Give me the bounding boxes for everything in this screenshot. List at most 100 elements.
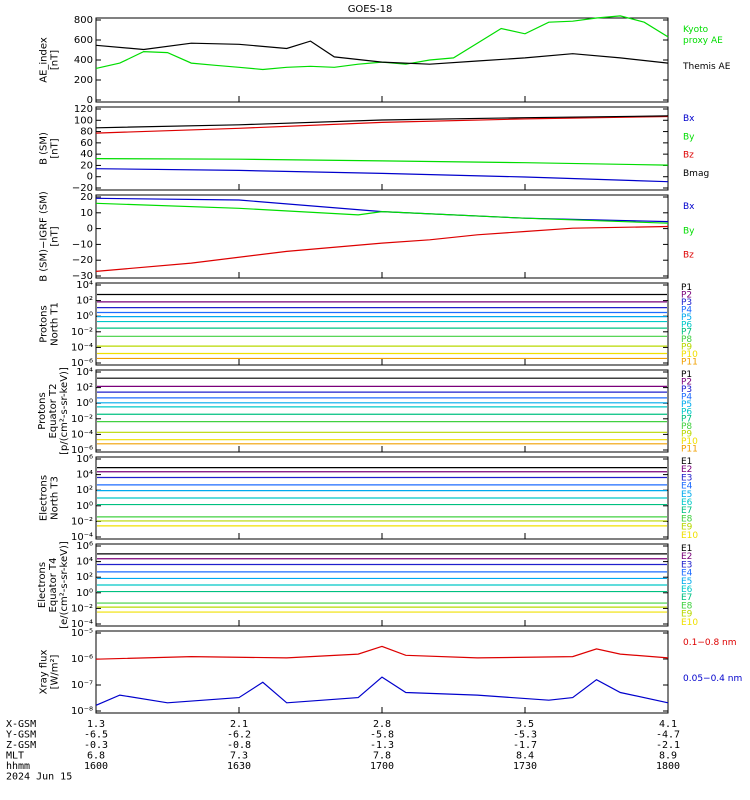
footer-value: 8.4 xyxy=(516,751,534,762)
legend-entry: P2 xyxy=(681,290,692,300)
legend-entry: E3 xyxy=(681,473,692,483)
y-tick-label: 10⁻⁴ xyxy=(71,532,93,543)
y-axis-label: Electrons xyxy=(37,562,48,608)
series-line-Bz xyxy=(95,115,669,134)
series-line-0-05-0-4-nm xyxy=(95,676,669,706)
y-axis-label: North T3 xyxy=(50,476,61,520)
legend-entry: E5 xyxy=(681,490,692,500)
legend-entry: E4 xyxy=(681,569,693,579)
y-axis-label: [p/(cm²-s-sr-keV)] xyxy=(59,367,70,455)
y-axis-label: [nT] xyxy=(50,50,61,70)
y-tick-label: 10⁴ xyxy=(76,557,93,568)
footer-row-label: Z-GSM xyxy=(6,740,36,751)
legend-entry: Themis AE xyxy=(682,62,731,72)
footer-value: -1.3 xyxy=(370,740,394,751)
series-line-Bx xyxy=(95,168,669,183)
y-tick-label: −20 xyxy=(72,183,93,194)
footer-row-label: X-GSM xyxy=(6,719,36,730)
legend-entry: E1 xyxy=(681,457,692,467)
y-tick-label: 10⁶ xyxy=(76,454,93,465)
footer-value: 4.1 xyxy=(659,719,677,730)
panel-frame-8 xyxy=(95,630,669,714)
y-tick-label: 0 xyxy=(87,95,93,106)
footer-value: -0.8 xyxy=(227,740,251,751)
legend-entry: E2 xyxy=(681,552,692,562)
legend-entry: Bz xyxy=(683,151,694,161)
footer-value: -5.3 xyxy=(513,730,537,741)
legend-entry: P9 xyxy=(681,343,692,353)
y-axis-label: Xray flux xyxy=(39,650,50,695)
legend-entry: E5 xyxy=(681,577,692,587)
legend-entry: P7 xyxy=(681,415,692,425)
legend-entry: 0.05−0.4 nm xyxy=(683,674,742,684)
y-tick-label: 10⁻² xyxy=(71,414,93,425)
y-axis-label: [nT] xyxy=(50,226,61,246)
footer-value: 1700 xyxy=(370,761,394,772)
y-tick-label: 0 xyxy=(87,224,93,235)
footer-value: 1630 xyxy=(227,761,251,772)
y-tick-label: 800 xyxy=(74,15,93,26)
legend-entry: E1 xyxy=(681,544,692,554)
y-axis-label: [W/m²] xyxy=(50,654,61,689)
y-tick-label: −10 xyxy=(72,239,93,250)
panel-frame-4 xyxy=(95,282,669,366)
footer-date: 2024 Jun 15 xyxy=(6,772,72,783)
legend-entry: E2 xyxy=(681,465,692,475)
footer-value: 8.9 xyxy=(659,751,677,762)
y-tick-label: 10⁻² xyxy=(71,516,93,527)
legend-entry: proxy AE xyxy=(683,36,723,46)
footer-value: -1.7 xyxy=(513,740,537,751)
footer-value: 1800 xyxy=(656,761,680,772)
legend-entry: P8 xyxy=(681,422,692,432)
legend-entry: Bx xyxy=(683,202,695,212)
footer-value: -4.7 xyxy=(656,730,680,741)
y-tick-label: −30 xyxy=(72,271,93,282)
legend-entry: E7 xyxy=(681,506,692,516)
footer-value: 7.3 xyxy=(230,751,248,762)
footer-value: 7.8 xyxy=(373,751,391,762)
footer-value: 2.8 xyxy=(373,719,391,730)
legend-entry: E8 xyxy=(681,514,693,524)
y-tick-label: 10⁻⁸ xyxy=(71,706,93,717)
y-axis-label: Equator T4 xyxy=(48,558,59,613)
footer-value: 1.3 xyxy=(87,719,105,730)
legend-entry: E8 xyxy=(681,601,693,611)
y-tick-label: 10⁰ xyxy=(76,398,93,409)
legend-entry: E4 xyxy=(681,482,693,492)
y-tick-label: 0 xyxy=(87,172,93,183)
footer-row-label: Y-GSM xyxy=(6,730,36,741)
y-tick-label: 10⁴ xyxy=(76,280,93,291)
footer-value: 6.8 xyxy=(87,751,105,762)
y-axis-label: Equator T2 xyxy=(48,384,59,439)
footer-value: -6.2 xyxy=(227,730,251,741)
footer-value: 3.5 xyxy=(516,719,534,730)
y-tick-label: 10⁰ xyxy=(76,501,93,512)
series-line-0-1-0-8-nm xyxy=(95,645,669,660)
y-tick-label: 10⁻⁷ xyxy=(71,680,93,691)
legend-entry: P6 xyxy=(681,320,692,330)
footer-value: 2.1 xyxy=(230,719,248,730)
legend-entry: P11 xyxy=(681,358,698,368)
legend-entry: P9 xyxy=(681,430,692,440)
y-tick-label: 10² xyxy=(76,383,93,394)
legend-entry: E9 xyxy=(681,610,693,620)
legend-entry: 0.1−0.8 nm xyxy=(683,638,737,648)
panel-frame-3 xyxy=(95,194,669,279)
legend-entry: P8 xyxy=(681,335,692,345)
legend-entry: E10 xyxy=(681,618,698,628)
y-tick-label: 10⁰ xyxy=(76,311,93,322)
y-tick-label: 120 xyxy=(74,104,93,115)
y-axis-label: North T1 xyxy=(50,302,61,346)
legend-entry: P4 xyxy=(681,392,692,402)
series-line-Kyoto-proxy-AE xyxy=(95,15,669,71)
panel-frame-1 xyxy=(95,17,669,103)
series-line-Bx xyxy=(95,197,669,223)
y-tick-label: 10⁻² xyxy=(71,603,93,614)
footer-value: -5.8 xyxy=(370,730,394,741)
y-tick-label: 20 xyxy=(80,160,93,171)
legend-entry: P10 xyxy=(681,437,698,447)
series-line-By xyxy=(95,158,669,166)
legend-entry: Bz xyxy=(683,251,694,261)
y-tick-label: 200 xyxy=(74,75,93,86)
